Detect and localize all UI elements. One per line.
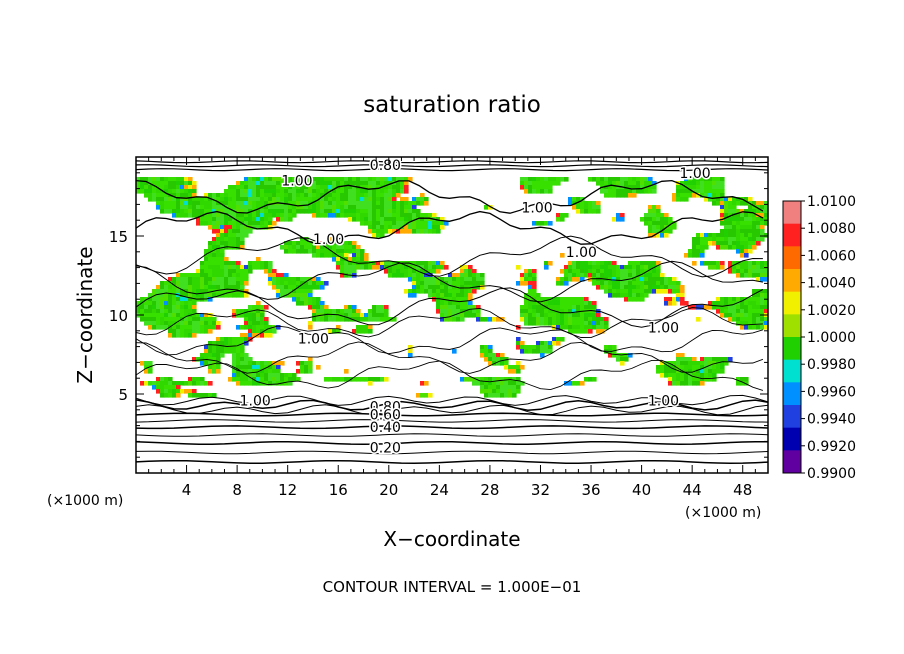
contour-label: 1.00 — [566, 245, 597, 261]
contour-label: 1.00 — [680, 166, 711, 182]
colorbar-swatch — [783, 291, 801, 315]
x-tick-label: 28 — [480, 481, 499, 499]
colorbar-swatch — [783, 337, 801, 361]
colorbar-swatch — [783, 427, 801, 451]
y-axis-label: Z−coordinate — [73, 246, 97, 383]
x-axis-unit: (×1000 m) — [685, 505, 761, 521]
colorbar-swatch — [783, 382, 801, 406]
colorbar-swatch — [783, 314, 801, 338]
contour-lines — [136, 160, 768, 464]
y-tick-label: 15 — [109, 228, 128, 246]
contour-label: 1.00 — [313, 232, 344, 248]
contour-interval-note: CONTOUR INTERVAL = 1.000E−01 — [323, 578, 582, 596]
contour-label: 1.00 — [240, 393, 271, 409]
colorbar-label: 0.9960 — [807, 384, 856, 400]
x-tick-label: 12 — [278, 481, 297, 499]
y-axis-unit: (×1000 m) — [47, 493, 123, 509]
colorbar-swatch — [783, 450, 801, 474]
x-tick-label: 16 — [329, 481, 348, 499]
contour-label: 1.00 — [281, 174, 312, 190]
x-tick-label: 32 — [531, 481, 550, 499]
contour-label: 0.80 — [370, 400, 401, 416]
x-tick-label: 44 — [683, 481, 702, 499]
x-tick-label: 8 — [232, 481, 242, 499]
colorbar-label: 1.0040 — [807, 276, 856, 292]
colorbar-label: 0.9920 — [807, 439, 856, 455]
colorbar-label: 1.0080 — [807, 221, 856, 237]
contour-label: 0.60 — [370, 408, 401, 424]
x-tick-label: 4 — [182, 481, 192, 499]
colorbar: 1.0100 1.0080 1.0060 1.0040 1.0020 1.0000 0.99… — [782, 194, 856, 482]
x-axis: 4 8 12 16 20 24 28 32 36 40 44 48 — [148, 157, 756, 499]
colorbar-label: 0.9940 — [807, 412, 856, 428]
colorbar-swatch — [783, 201, 801, 225]
colorbar-label: 1.0100 — [807, 194, 856, 210]
colorbar-swatch — [783, 223, 801, 247]
contour-label: 1.00 — [648, 321, 679, 337]
contour-label: 0.80 — [370, 158, 401, 174]
colorbar-swatch — [783, 246, 801, 270]
y-tick-label: 5 — [118, 386, 128, 404]
contour-label: 1.00 — [298, 332, 329, 348]
colorbar-label: 1.0020 — [807, 303, 856, 319]
x-axis-label: X−coordinate — [383, 527, 520, 551]
y-tick-label: 10 — [109, 307, 128, 325]
x-tick-label: 36 — [581, 481, 600, 499]
plot-area: 0.80 1.00 1.00 1.00 1.00 1.00 1.00 1.00 1.00 1.00… — [109, 156, 769, 499]
contour-label: 0.40 — [370, 420, 401, 436]
contour-label: 1.00 — [648, 393, 679, 409]
colorbar-label: 1.0000 — [807, 330, 856, 346]
y-axis: 5 10 15 — [109, 172, 768, 458]
contour-label: 0.20 — [370, 441, 401, 457]
colorbar-label: 0.9900 — [807, 466, 856, 482]
colorbar-label: 1.0060 — [807, 248, 856, 264]
x-tick-label: 48 — [733, 481, 752, 499]
x-tick-label: 24 — [430, 481, 449, 499]
x-tick-label: 40 — [632, 481, 651, 499]
colorbar-swatch — [783, 359, 801, 383]
contour-labels: 0.80 1.00 1.00 1.00 1.00 1.00 1.00 1.00 1.00 1.00… — [238, 156, 712, 458]
colorbar-label: 0.9980 — [807, 357, 856, 373]
contour-label: 1.00 — [522, 201, 553, 217]
x-tick-label: 20 — [379, 481, 398, 499]
colorbar-swatch — [783, 405, 801, 429]
colorbar-swatch — [783, 269, 801, 293]
chart-title: saturation ratio — [363, 92, 541, 118]
